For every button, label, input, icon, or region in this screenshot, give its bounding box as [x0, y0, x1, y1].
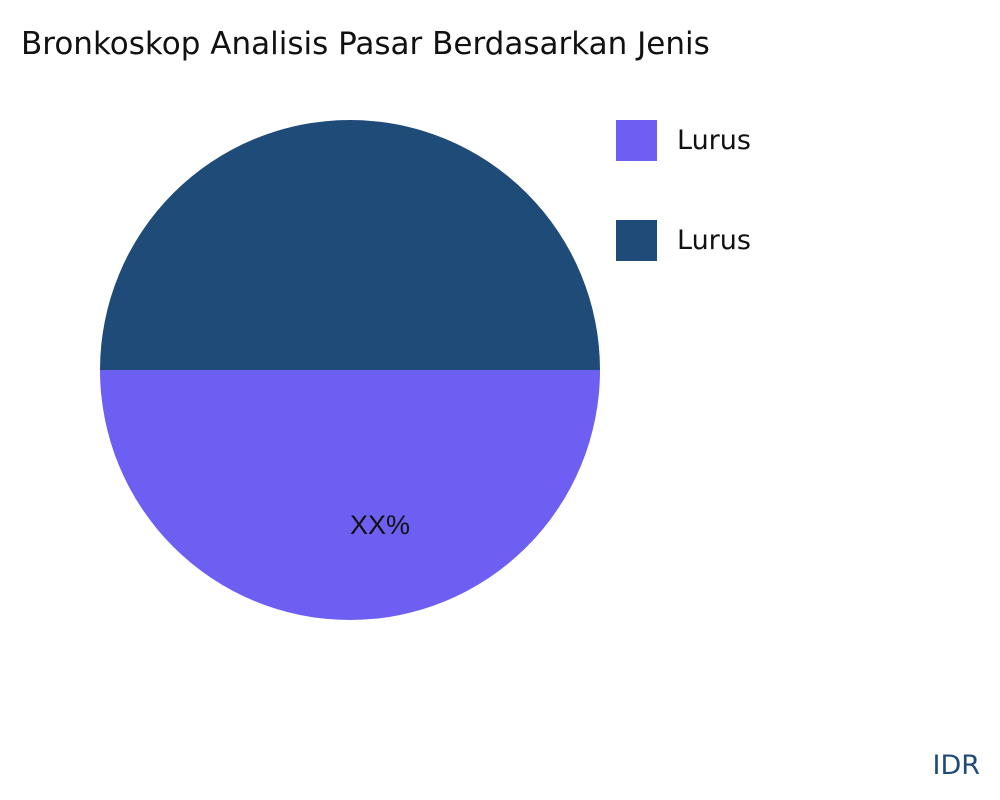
- slice-label: XX%: [350, 510, 410, 540]
- legend-item[interactable]: Lurus: [616, 220, 751, 261]
- legend-label: Lurus: [677, 125, 751, 156]
- pie-slice[interactable]: [100, 370, 600, 620]
- legend-item[interactable]: Lurus: [616, 120, 751, 161]
- currency-label: IDR: [932, 750, 980, 781]
- pie-slice[interactable]: [100, 120, 600, 370]
- chart-title: Bronkoskop Analisis Pasar Berdasarkan Je…: [21, 26, 710, 62]
- legend-label: Lurus: [677, 225, 751, 256]
- legend-swatch: [616, 120, 657, 161]
- legend-swatch: [616, 220, 657, 261]
